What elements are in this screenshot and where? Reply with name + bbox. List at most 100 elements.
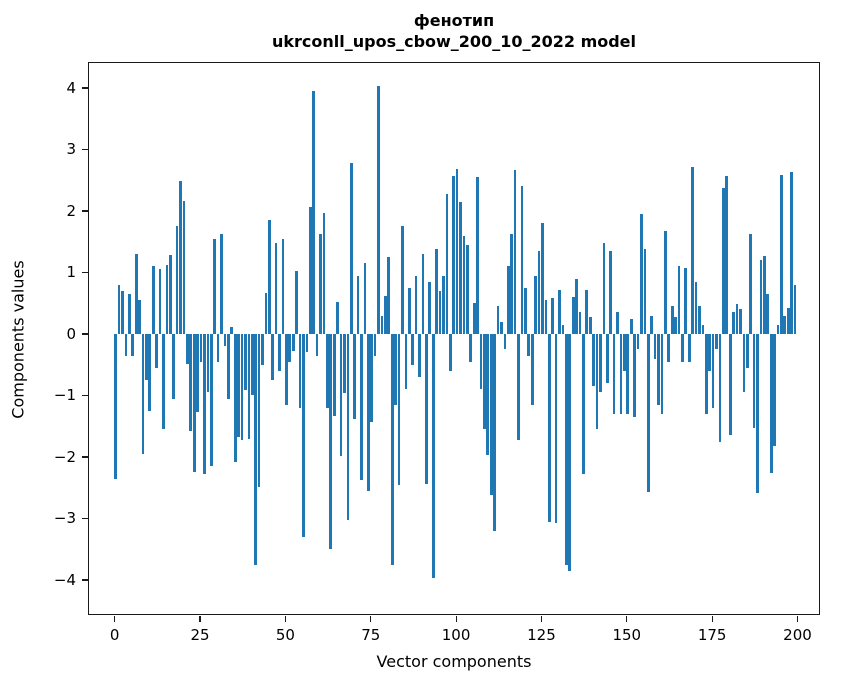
bar	[479, 334, 483, 390]
x-tick-label: 25	[190, 626, 210, 644]
bar	[373, 334, 377, 356]
bar	[442, 275, 445, 334]
bar	[302, 334, 305, 537]
bar	[623, 334, 626, 371]
bar	[295, 271, 298, 334]
bar	[366, 334, 370, 491]
bar	[250, 334, 254, 395]
bar	[192, 334, 196, 472]
chart-title-line2: ukrconll_upos_cbow_200_10_2022 model	[271, 32, 637, 51]
bar	[401, 226, 404, 334]
bar	[261, 334, 264, 365]
bar	[233, 334, 237, 462]
bar	[722, 188, 725, 334]
bar	[267, 220, 271, 334]
y-tick-mark	[82, 394, 88, 397]
y-tick-mark	[82, 517, 88, 520]
bar	[438, 290, 442, 334]
bar	[128, 294, 131, 334]
bar	[776, 324, 780, 334]
bar	[547, 334, 551, 522]
chart-title-line1: фенотип	[413, 11, 495, 30]
bar	[162, 334, 165, 429]
bar	[605, 334, 609, 384]
bar	[551, 298, 555, 334]
bar	[530, 334, 534, 405]
bar	[681, 334, 684, 362]
x-tick-label: 125	[527, 626, 556, 644]
bar	[291, 334, 295, 352]
bar	[718, 334, 722, 442]
bar	[414, 275, 418, 334]
bar	[312, 91, 316, 334]
bar	[571, 297, 575, 334]
x-tick-mark	[199, 616, 201, 622]
bar	[575, 279, 578, 334]
bar	[725, 175, 729, 334]
bar	[390, 334, 394, 565]
bar	[462, 235, 466, 334]
x-tick-mark	[455, 616, 457, 622]
y-tick-label: −2	[53, 447, 76, 466]
bar	[517, 334, 520, 440]
bar	[565, 334, 568, 565]
bar	[496, 306, 500, 334]
bar	[418, 334, 421, 378]
bar	[168, 255, 172, 334]
bar	[735, 304, 739, 334]
bar	[612, 334, 616, 414]
bar	[578, 312, 582, 334]
bar	[687, 334, 691, 362]
bar	[513, 169, 517, 334]
bar	[701, 324, 705, 334]
bar	[363, 263, 367, 334]
bar	[609, 250, 613, 334]
bar	[336, 302, 339, 334]
bar	[459, 201, 462, 334]
bar	[585, 289, 589, 334]
bar	[500, 321, 503, 334]
bar	[780, 174, 783, 334]
bar	[237, 334, 240, 437]
bar	[380, 315, 384, 334]
x-tick-label: 75	[361, 626, 381, 644]
x-tick-label: 175	[697, 626, 727, 644]
bar	[206, 334, 210, 393]
plot-area	[88, 62, 820, 615]
bar	[186, 334, 189, 364]
bar	[319, 234, 322, 334]
bar	[510, 234, 514, 334]
bar	[708, 334, 712, 371]
bar	[691, 166, 694, 334]
bar	[544, 300, 548, 334]
bar	[503, 334, 507, 350]
bar	[745, 334, 749, 368]
bar	[387, 257, 391, 334]
bar	[476, 177, 479, 334]
bar	[674, 316, 677, 334]
bar	[329, 334, 333, 550]
bar	[141, 334, 145, 454]
bar	[595, 334, 599, 430]
bar	[455, 168, 459, 334]
bar	[404, 334, 408, 390]
y-tick-label: 2	[66, 201, 76, 220]
x-tick-label: 50	[275, 626, 295, 644]
bar	[445, 193, 449, 334]
bar	[145, 334, 148, 381]
bar	[151, 266, 155, 334]
bar	[452, 175, 456, 334]
bar	[431, 334, 435, 579]
bar	[599, 334, 602, 393]
bar	[739, 309, 742, 334]
x-axis-label: Vector components	[376, 652, 532, 671]
bar	[288, 334, 292, 363]
bar	[240, 334, 244, 440]
bar	[397, 334, 401, 485]
bar	[407, 287, 411, 334]
bar	[353, 334, 357, 419]
bar	[626, 334, 630, 414]
bar	[124, 334, 128, 356]
bar	[469, 334, 473, 362]
bar	[326, 334, 329, 408]
